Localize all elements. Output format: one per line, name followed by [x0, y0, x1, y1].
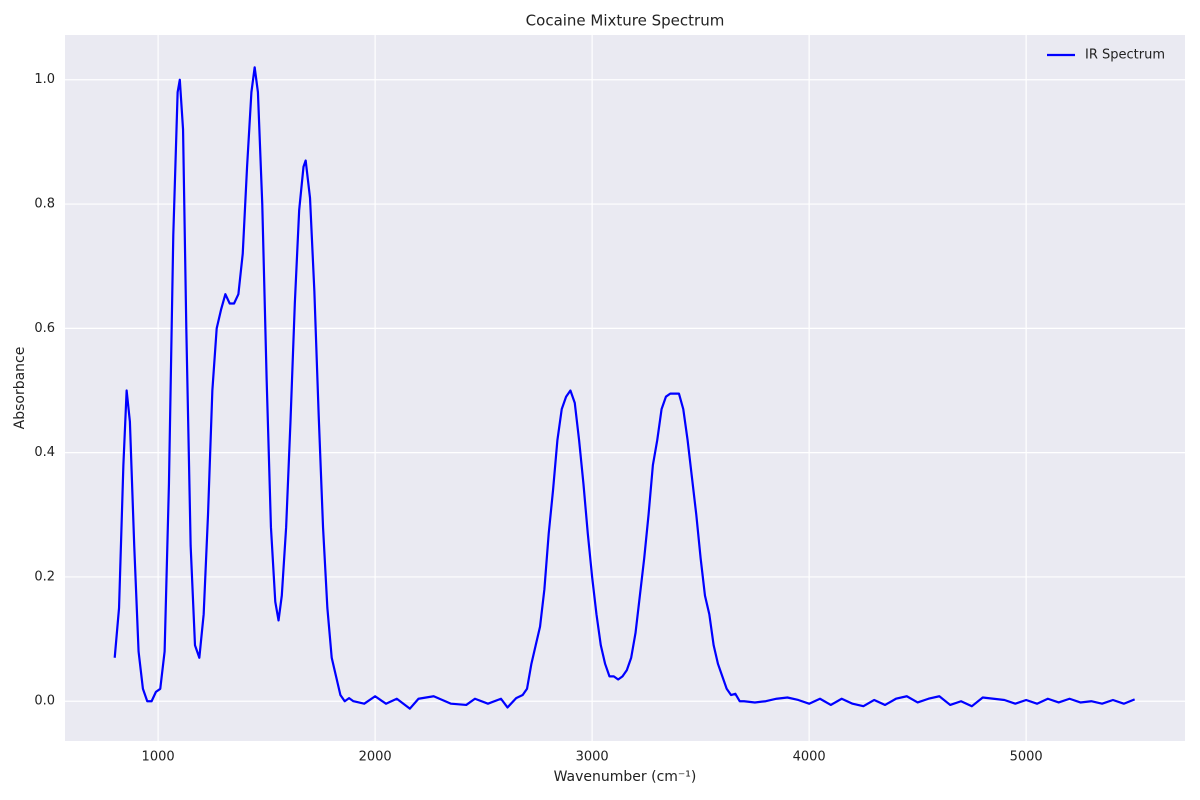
y-axis-label: Absorbance	[12, 347, 28, 430]
legend: IR Spectrum	[1047, 48, 1165, 63]
x-tick-label: 4000	[793, 750, 826, 765]
legend-label: IR Spectrum	[1085, 48, 1165, 63]
data-line	[113, 66, 1136, 710]
chart-title: Cocaine Mixture Spectrum	[526, 12, 725, 30]
y-tick-label: 0.8	[34, 197, 55, 212]
x-axis-label: Wavenumber (cm⁻¹)	[554, 769, 697, 785]
y-tick-label: 0.0	[34, 694, 55, 709]
y-tick-label: 1.0	[34, 72, 55, 87]
x-tick-label: 3000	[576, 750, 609, 765]
y-tick-label: 0.6	[34, 321, 55, 336]
y-tick-label: 0.2	[34, 569, 55, 584]
y-tick-label: 0.4	[34, 445, 55, 460]
plot-area	[65, 35, 1185, 741]
x-tick-label: 5000	[1010, 750, 1043, 765]
x-tick-label: 2000	[359, 750, 392, 765]
x-tick-label: 1000	[142, 750, 175, 765]
